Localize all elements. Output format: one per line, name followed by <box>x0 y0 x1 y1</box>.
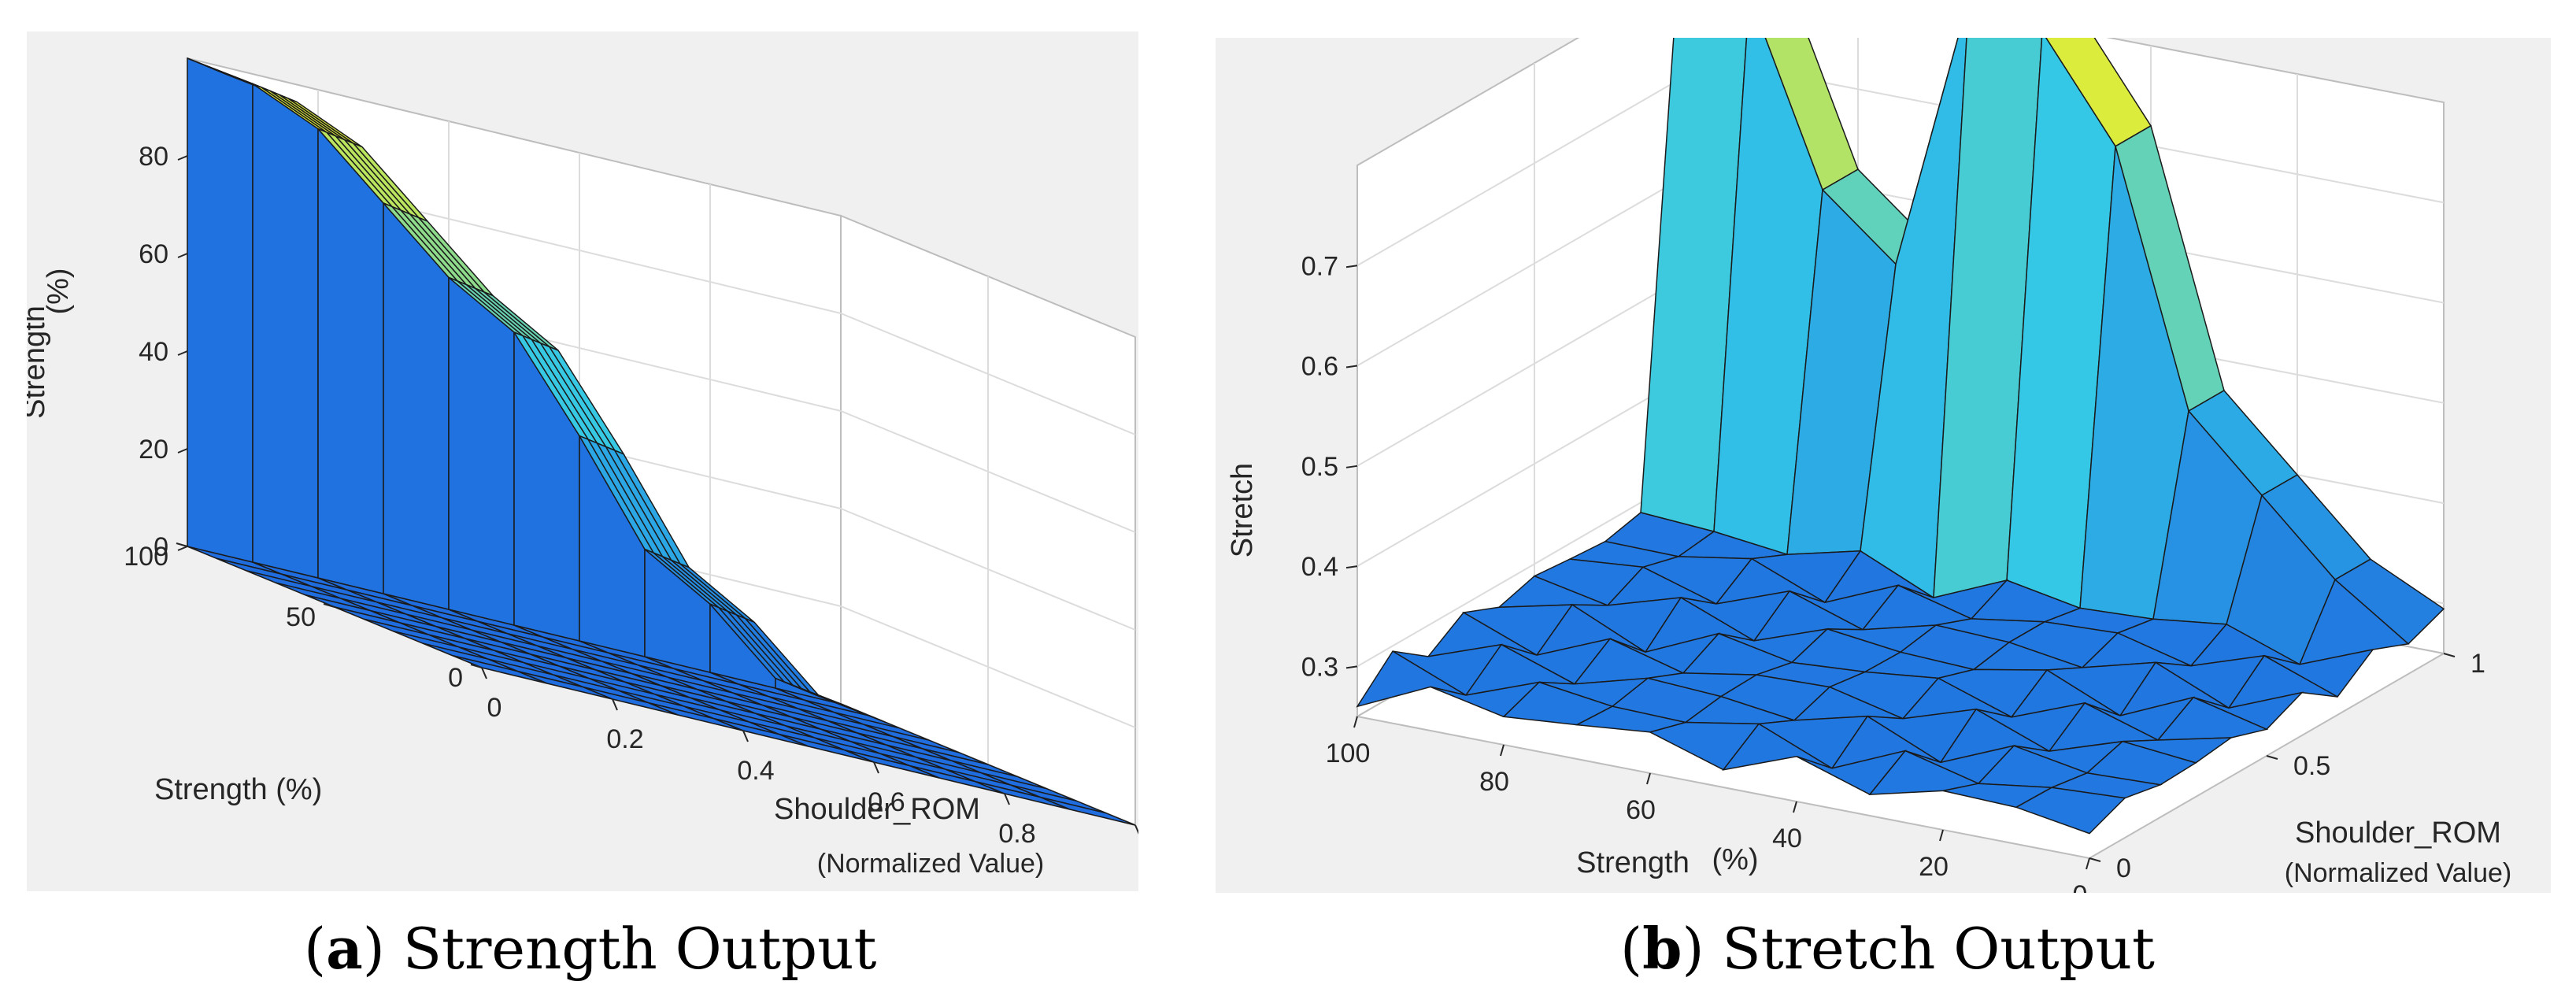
chart-b-y-tick <box>2089 857 2101 862</box>
chart-b-x-tick <box>1500 744 1505 757</box>
chart-a-x-tick-label: 0 <box>487 693 502 723</box>
caption-b: (b) Stretch Output <box>1620 915 2155 982</box>
chart-b-z-tick <box>1345 665 1358 669</box>
chart-a-z-tick-label: 60 <box>139 239 168 269</box>
chart-a-z-tick <box>177 350 188 356</box>
chart-a-z-label: Strength <box>27 305 51 419</box>
chart-b-z-tick-label: 0.6 <box>1301 352 1338 382</box>
chart-a-y-tick-label: 0 <box>448 663 463 693</box>
chart-b-z-tick-label: 0.7 <box>1301 251 1338 281</box>
chart-b-z-tick <box>1345 365 1358 368</box>
chart-a-surface-wall-patch <box>317 127 384 594</box>
chart-b-surface: 0.3 0.4 0.5 0.6 0.7 Stretch 100 80 60 40 20 0 Streng… <box>1226 38 2511 893</box>
caption-a-letter: a <box>326 915 363 982</box>
chart-a-surface-wall-patch <box>187 57 254 563</box>
chart-a-x-tick-label: 0.4 <box>737 756 774 786</box>
chart-a-x-tick <box>1134 824 1138 835</box>
caption-a-text: Strength Output <box>384 916 877 982</box>
chart-b-y-tick-label: 0.5 <box>2293 751 2330 781</box>
chart-a-panel: 020406080Strength(%)00.20.40.60.81Should… <box>27 31 1138 891</box>
chart-a-surface-top-patch <box>810 692 886 723</box>
chart-a-z-tick-label: 40 <box>139 337 168 367</box>
caption-a: (a) Strength Output <box>304 915 877 982</box>
chart-b-z-tick-label: 0.4 <box>1301 552 1338 582</box>
chart-b-x-tick-label: 40 <box>1772 824 1802 853</box>
chart-b-z-label: Stretch <box>1226 463 1259 557</box>
chart-a-z-tick-label: 0 <box>154 532 168 562</box>
chart-a-z-tick <box>177 155 188 161</box>
chart-a-y-tick-label: 50 <box>286 602 316 632</box>
chart-b-z-tick <box>1345 265 1358 268</box>
chart-a-y-tick <box>470 664 483 668</box>
chart-a-z-tick <box>177 253 188 258</box>
chart-b-x-tick <box>1353 716 1358 728</box>
chart-a-z-tick <box>177 546 188 551</box>
chart-a-surface-wall-patch <box>448 276 515 626</box>
chart-b-z-tick-label: 0.5 <box>1301 452 1338 482</box>
chart-b-x-unit-label: (%) <box>1712 843 1758 876</box>
chart-a-x-tick <box>873 761 879 774</box>
chart-a-y-tick-label: 100 <box>124 542 168 572</box>
chart-b-x-tick <box>1939 829 1944 842</box>
caption-b-text: Stretch Output <box>1704 916 2155 982</box>
chart-b-x-tick-label: 20 <box>1919 852 1949 882</box>
chart-a-surface-patch <box>1040 796 1136 826</box>
chart-b-x-tick-label: 100 <box>1326 739 1371 768</box>
chart-b-y-tick-label: 1 <box>2471 649 2485 679</box>
caption-b-letter: b <box>1642 915 1682 982</box>
chart-b-x-tick-label: 60 <box>1626 795 1656 825</box>
chart-b-x-tick-label: 0 <box>2073 880 2088 893</box>
chart-a-surface-wall-patch <box>252 82 319 579</box>
chart-b-x-tick <box>2086 857 2090 870</box>
chart-b-z-tick <box>1345 565 1358 569</box>
chart-a-y-label: Strength (%) <box>154 773 322 806</box>
chart-a-x-label: Shoulder_ROM <box>774 793 980 826</box>
chart-a-y-tick <box>176 542 188 547</box>
chart-b-x-tick <box>1646 772 1651 785</box>
chart-b-y-label: Shoulder_ROM <box>2295 816 2501 850</box>
chart-a-x-tick <box>612 698 618 711</box>
chart-a-y-tick <box>323 603 335 608</box>
chart-a-x-tick <box>1004 793 1010 805</box>
chart-a-x-tick <box>742 730 749 742</box>
chart-b-x-tick-label: 80 <box>1479 767 1509 797</box>
chart-b-y-tick-label: 0 <box>2116 853 2131 883</box>
chart-a-z-tick-label: 20 <box>139 435 168 465</box>
chart-b-z-tick <box>1345 465 1358 468</box>
chart-b-panel: 0.3 0.4 0.5 0.6 0.7 Stretch 100 80 60 40 20 0 Streng… <box>1216 38 2551 893</box>
chart-b-x-label: Strength <box>1576 846 1690 879</box>
chart-b-x-tick <box>1793 801 1797 813</box>
chart-a-z-tick-label: 80 <box>139 142 168 172</box>
chart-b-y-label-sub: (Normalized Value) <box>2285 858 2511 888</box>
chart-b-y-tick <box>2443 653 2456 657</box>
chart-b-y-tick <box>2266 755 2278 760</box>
chart-a-x-tick-label: 0.2 <box>606 724 643 754</box>
chart-a-x-tick <box>481 667 487 679</box>
chart-a-z-unit-label: (%) <box>42 268 75 314</box>
chart-a-x-tick-label: 0.8 <box>998 819 1035 849</box>
chart-b-z-tick-label: 0.3 <box>1301 652 1338 682</box>
chart-a-z-tick <box>177 448 188 454</box>
chart-a-x-tick-label: 0.6 <box>868 787 905 817</box>
chart-a-surface: 020406080Strength(%)00.20.40.60.81Should… <box>27 57 1138 879</box>
chart-a-x-label-sub: (Normalized Value) <box>817 849 1044 879</box>
chart-b-surface-patch <box>2015 787 2126 835</box>
